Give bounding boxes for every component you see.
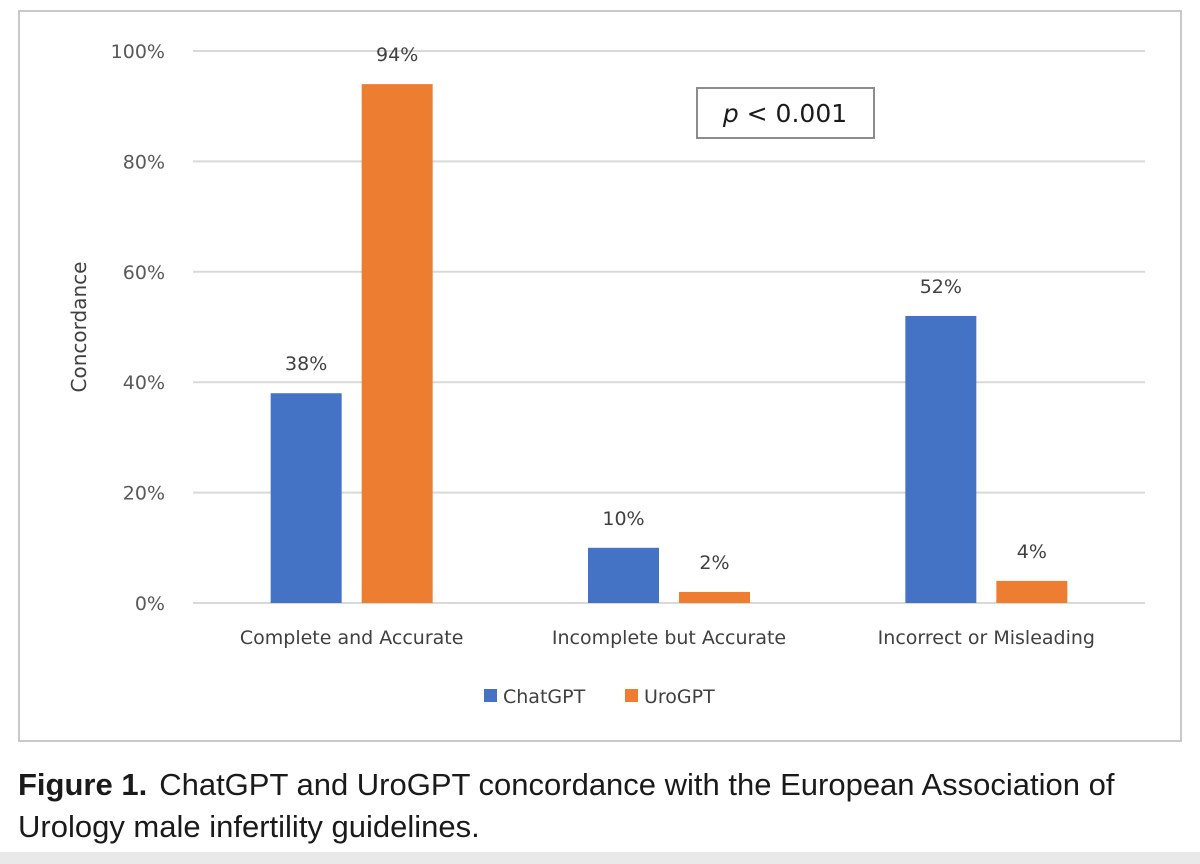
caption-text: ChatGPT and UroGPT concordance with the … xyxy=(18,767,1115,844)
bar-urogpt-1 xyxy=(361,84,433,604)
data-label-chatgpt-1: 38% xyxy=(285,353,327,375)
bar-urogpt-3 xyxy=(996,580,1068,603)
legend-label-chatgpt: ChatGPT xyxy=(503,686,586,708)
y-tick-label: 60% xyxy=(123,262,165,284)
legend: ChatGPT UroGPT xyxy=(484,686,715,708)
data-label-urogpt-3: 4% xyxy=(1017,541,1047,563)
bar-chatgpt-2 xyxy=(588,547,659,603)
x-category-label: Incomplete but Accurate xyxy=(552,627,786,649)
bar-chart: 0% 20% 40% 60% 80% 100% 38% 94% 10% 2% 52% 4% Comp… xyxy=(67,41,1145,708)
caption-label: Figure 1. xyxy=(18,767,148,802)
p-symbol: p xyxy=(722,99,739,128)
x-axis-categories: Complete and Accurate Incomplete but Accu… xyxy=(240,627,1095,649)
legend-label-urogpt: UroGPT xyxy=(644,686,715,708)
bar-chatgpt-3 xyxy=(905,315,977,603)
y-axis-title: Concordance xyxy=(67,262,91,393)
figure-caption: Figure 1. ChatGPT and UroGPT concordance … xyxy=(18,764,1178,848)
bar-chatgpt-1 xyxy=(270,393,342,603)
data-label-chatgpt-2: 10% xyxy=(602,508,644,530)
legend-swatch-chatgpt xyxy=(484,689,497,702)
figure-frame xyxy=(18,10,1182,742)
data-label-chatgpt-3: 52% xyxy=(920,276,962,298)
y-tick-label: 100% xyxy=(111,41,165,63)
y-tick-label: 20% xyxy=(123,483,165,505)
y-tick-label: 40% xyxy=(123,372,165,394)
x-category-label: Incorrect or Misleading xyxy=(878,627,1095,649)
data-label-urogpt-2: 2% xyxy=(699,552,729,574)
gridlines xyxy=(193,50,1145,604)
p-value-text: p < 0.001 xyxy=(722,99,847,128)
p-value-box xyxy=(696,87,875,139)
bars xyxy=(270,84,1068,604)
x-category-label: Complete and Accurate xyxy=(240,627,464,649)
bottom-divider xyxy=(0,852,1200,864)
p-value-annotation: p < 0.001 xyxy=(696,87,875,139)
y-axis-ticks: 0% 20% 40% 60% 80% 100% xyxy=(111,41,165,615)
bar-urogpt-2 xyxy=(679,591,750,603)
data-labels: 38% 94% 10% 2% 52% 4% xyxy=(285,44,1047,574)
y-tick-label: 80% xyxy=(123,151,165,173)
y-tick-label: 0% xyxy=(135,593,165,615)
p-threshold: < 0.001 xyxy=(739,99,847,128)
data-label-urogpt-1: 94% xyxy=(376,44,418,66)
legend-swatch-urogpt xyxy=(625,689,638,702)
